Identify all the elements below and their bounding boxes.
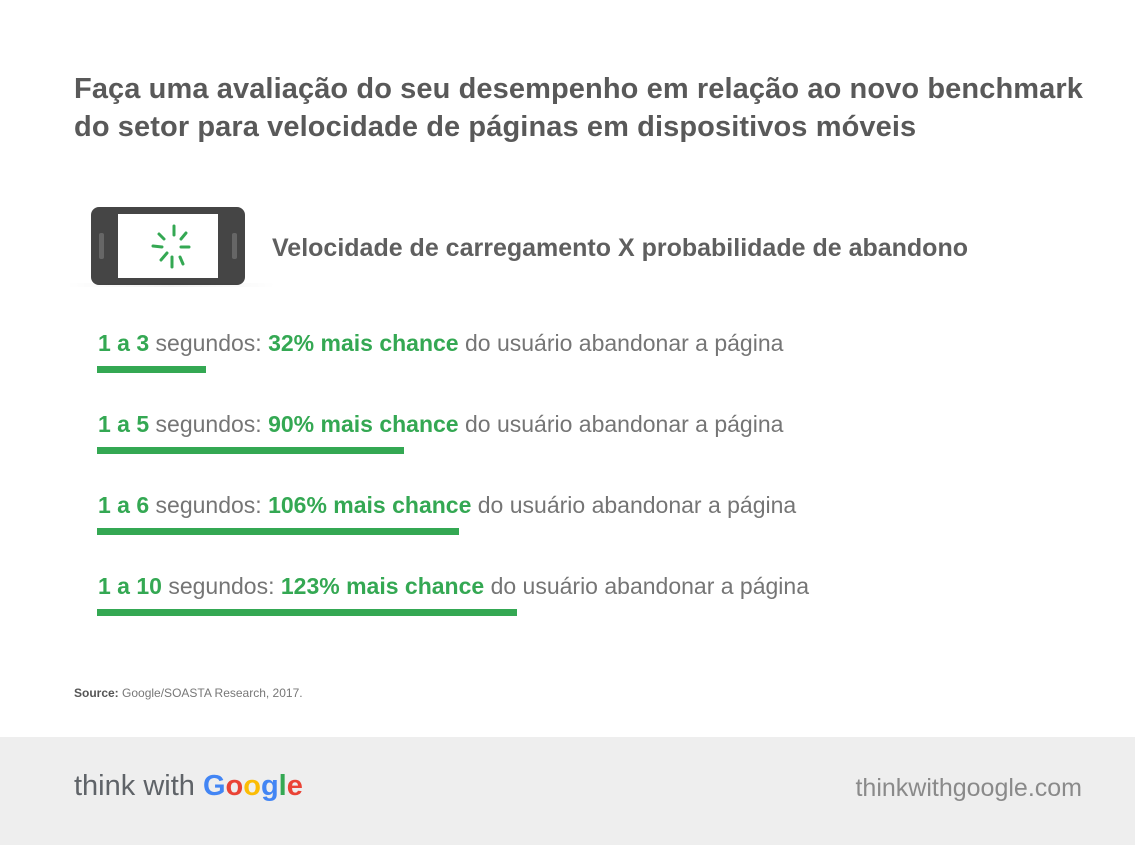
- chart-bar: [97, 528, 459, 535]
- brand-prefix: think with: [74, 770, 195, 802]
- chart-bar: [97, 447, 404, 454]
- row-range: 1 a 10: [98, 573, 162, 599]
- row-range: 1 a 5: [98, 411, 150, 437]
- phone-shadow: [66, 283, 276, 287]
- phone-button-left: [99, 233, 104, 259]
- phone-button-right: [232, 233, 237, 259]
- row-unit: segundos:: [155, 492, 262, 518]
- row-range: 1 a 6: [98, 492, 150, 518]
- brand-letter: e: [286, 770, 303, 802]
- row-value: 123% mais chance: [280, 573, 485, 599]
- chart-title: Velocidade de carregamento X probabilida…: [272, 234, 968, 262]
- loading-spinner-icon: [151, 224, 191, 269]
- chart-row-label: 1 a 10 segundos: 123% mais chance do usu…: [98, 572, 809, 600]
- brand-letter: g: [260, 770, 279, 802]
- row-unit: segundos:: [168, 573, 275, 599]
- brand-letter: G: [202, 770, 226, 802]
- row-value: 32% mais chance: [268, 330, 459, 356]
- row-range: 1 a 3: [98, 330, 150, 356]
- row-suffix: do usuário abandonar a página: [464, 330, 784, 356]
- source-text: Google/SOASTA Research, 2017.: [122, 686, 303, 700]
- row-value: 90% mais chance: [268, 411, 459, 437]
- row-suffix: do usuário abandonar a página: [490, 573, 809, 599]
- chart-bar: [97, 609, 517, 616]
- brand-letter: o: [225, 770, 244, 802]
- page-title: Faça uma avaliação do seu desempenho em …: [74, 73, 1083, 143]
- brand-letter: o: [243, 770, 261, 802]
- row-value: 106% mais chance: [268, 492, 472, 518]
- chart-row-label: 1 a 3 segundos: 32% mais chance do usuár…: [98, 329, 783, 357]
- row-unit: segundos:: [155, 330, 262, 356]
- source-note: Source: Google/SOASTA Research, 2017.: [74, 686, 303, 700]
- think-with-google-logo: think with Google: [74, 770, 303, 803]
- row-unit: segundos:: [155, 411, 262, 437]
- chart-bar: [97, 366, 206, 373]
- footer-bar: [0, 737, 1135, 845]
- brand-letter: l: [278, 770, 287, 802]
- chart-row-label: 1 a 6 segundos: 106% mais chance do usuá…: [98, 491, 796, 519]
- chart-row-label: 1 a 5 segundos: 90% mais chance do usuár…: [98, 410, 783, 438]
- phone-loading-icon: [91, 207, 245, 285]
- site-url[interactable]: thinkwithgoogle.com: [855, 774, 1082, 802]
- source-label: Source:: [74, 686, 119, 700]
- row-suffix: do usuário abandonar a página: [477, 492, 797, 518]
- row-suffix: do usuário abandonar a página: [464, 411, 784, 437]
- phone-screen: [118, 214, 218, 278]
